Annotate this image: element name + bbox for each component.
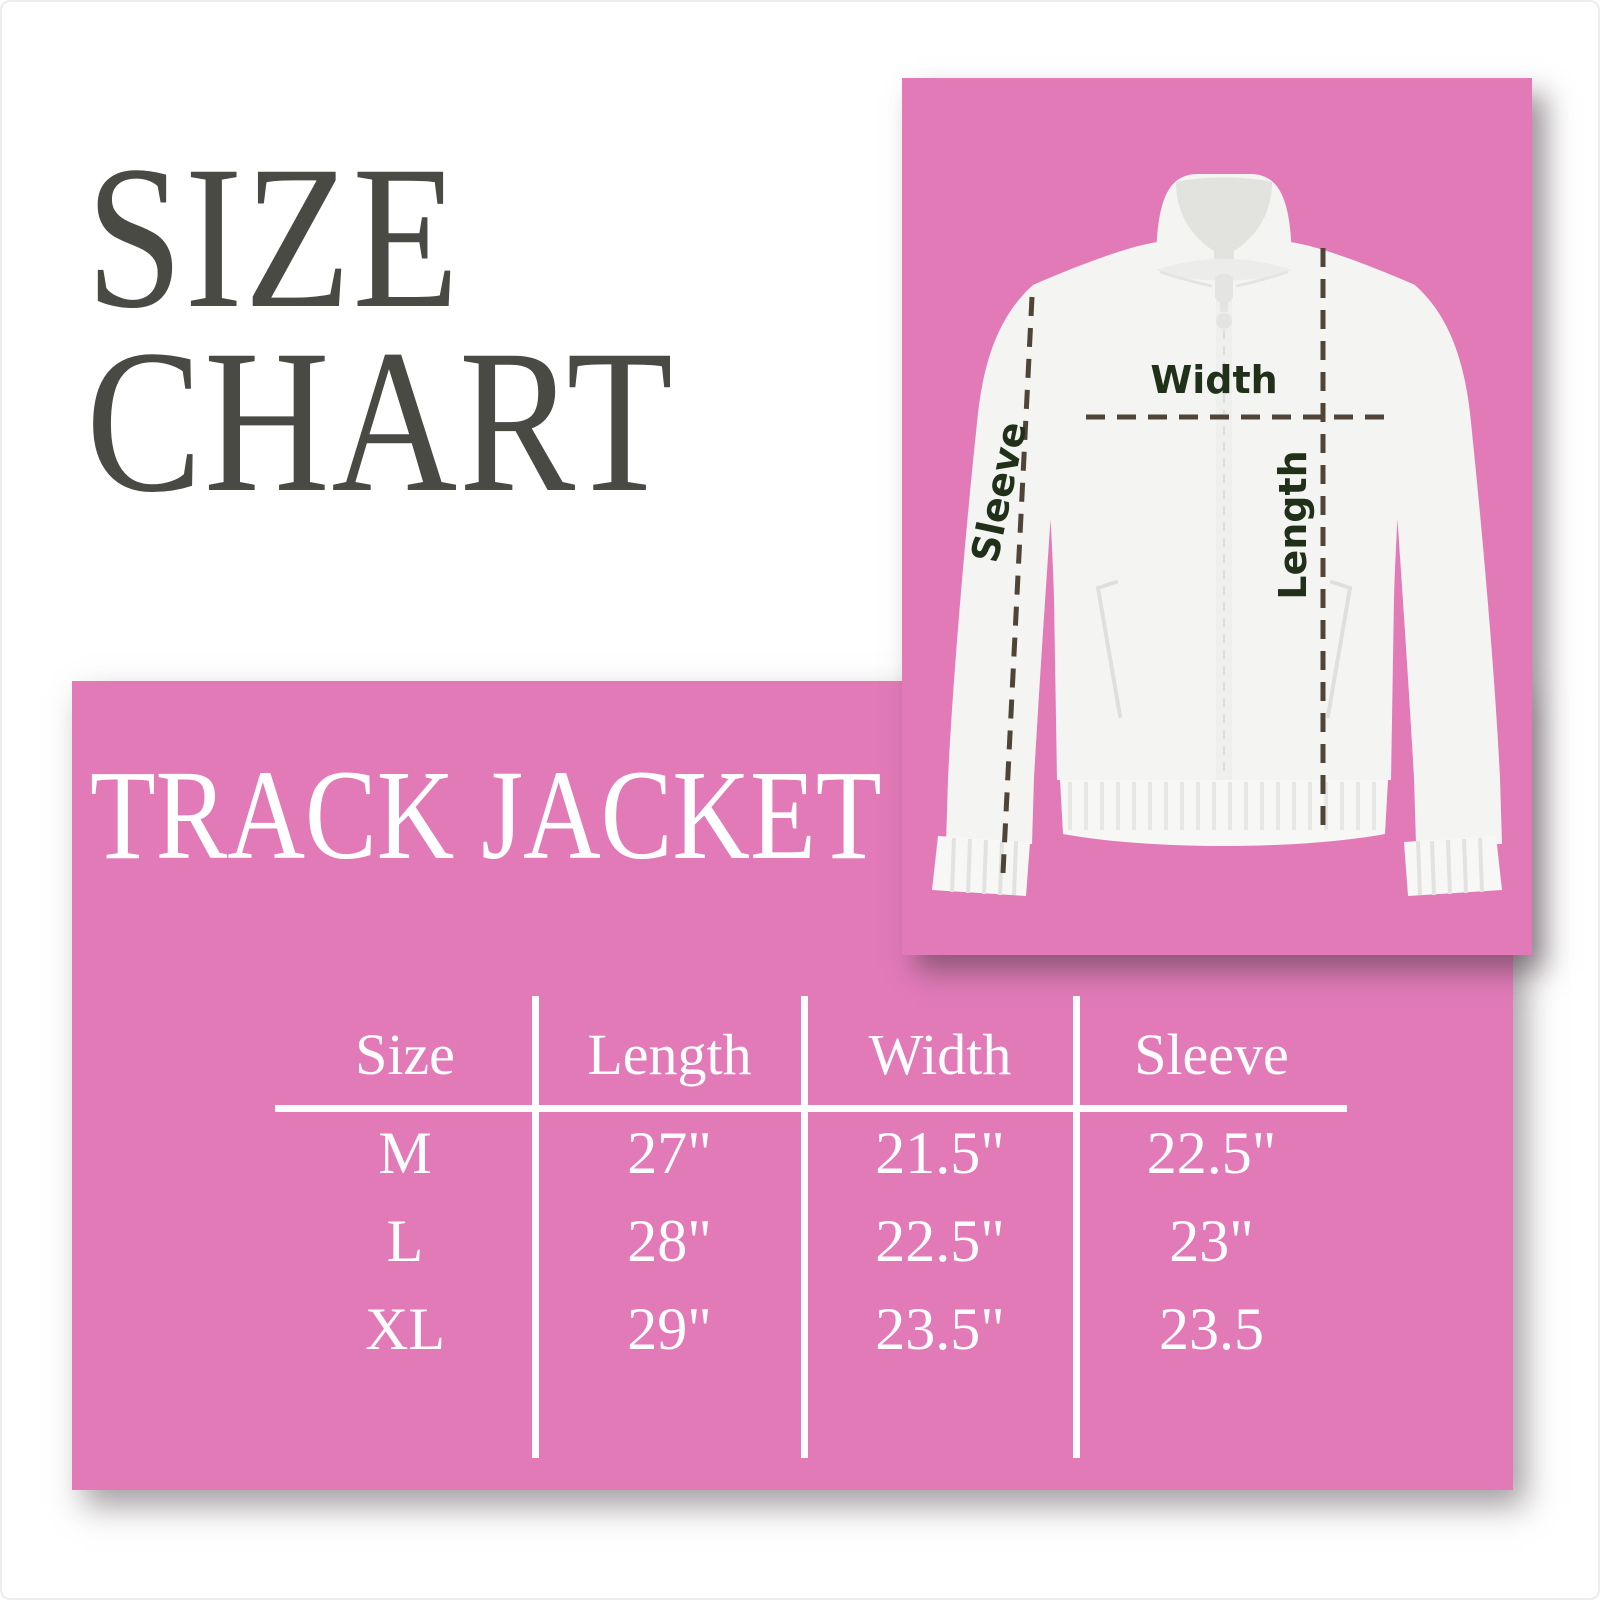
zipper-pull-link xyxy=(1220,300,1228,312)
size-table: Size Length Width Sleeve M 27" 21.5" 22.… xyxy=(275,1001,1347,1373)
collar-inner xyxy=(1176,177,1272,276)
row-l-width: 22.5" xyxy=(875,1208,1005,1274)
left-sleeve xyxy=(946,285,1062,844)
sleeve-dash-line xyxy=(1000,296,1035,874)
row-xl-width: 23.5" xyxy=(875,1296,1005,1362)
row-l-length: 28" xyxy=(627,1208,712,1274)
row-m-length: 27" xyxy=(627,1120,712,1186)
right-sleeve xyxy=(1386,285,1502,844)
row-m-width: 21.5" xyxy=(875,1120,1005,1186)
column-header-length: Length xyxy=(587,1022,752,1087)
zipper-pull-ring xyxy=(1216,313,1232,329)
row-xl-sleeve: 23.5 xyxy=(1159,1296,1264,1362)
table-divider-2 xyxy=(801,996,808,1458)
panel-title: TRACK JACKET xyxy=(90,744,882,886)
yoke-seams xyxy=(1159,270,1289,288)
table-header-rule xyxy=(275,1105,1347,1112)
column-header-size: Size xyxy=(355,1022,455,1087)
column-header-sleeve: Sleeve xyxy=(1134,1022,1289,1087)
zipper-slider xyxy=(1215,274,1233,302)
size-chart-title-line2: CHART xyxy=(86,308,675,535)
pocket-lines xyxy=(1096,580,1352,718)
row-m-size: M xyxy=(378,1120,432,1186)
column-header-width: Width xyxy=(868,1022,1012,1087)
length-label: Length xyxy=(1271,450,1315,599)
left-cuff xyxy=(932,836,1030,896)
row-m-sleeve: 22.5" xyxy=(1146,1120,1277,1186)
right-cuff xyxy=(1404,836,1502,896)
under-collar-shade xyxy=(1156,258,1292,281)
width-label: Width xyxy=(1150,358,1277,402)
jacket-measurement-card: Width Length Sleeve xyxy=(902,78,1532,955)
row-l-sleeve: 23" xyxy=(1169,1208,1254,1274)
row-xl-length: 29" xyxy=(627,1296,712,1362)
table-divider-1 xyxy=(532,996,539,1458)
table-divider-3 xyxy=(1073,996,1080,1458)
right-cuff-ribs xyxy=(1416,837,1484,896)
size-chart-title-line1: SIZE xyxy=(86,124,461,351)
hem-band xyxy=(1060,780,1388,846)
jacket-illustration: Width Length Sleeve xyxy=(932,174,1502,896)
row-l-size: L xyxy=(386,1208,424,1274)
size-chart-title: SIZE CHART xyxy=(86,124,675,535)
row-xl-size: XL xyxy=(365,1296,445,1362)
